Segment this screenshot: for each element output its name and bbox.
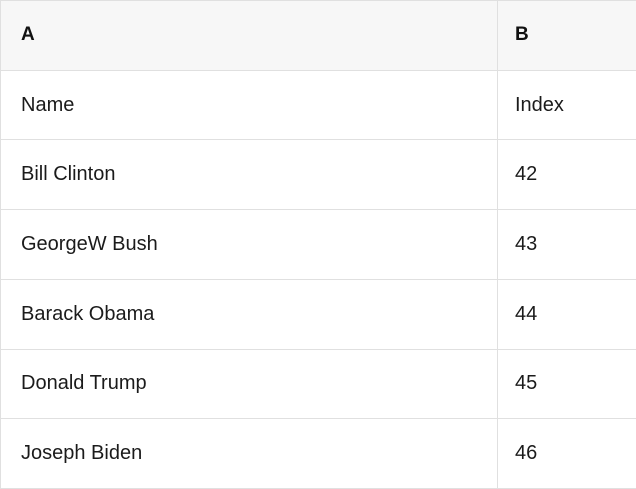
cell-column-a[interactable]: Donald Trump [1, 349, 498, 419]
table-row: Donald Trump 45 [1, 349, 636, 420]
cell-column-a[interactable]: Barack Obama [1, 279, 498, 349]
table-row: GeorgeW Bush 43 [1, 210, 636, 280]
cell-column-a[interactable]: GeorgeW Bush [1, 210, 498, 279]
cell-column-b[interactable]: 43 [515, 233, 538, 256]
cell-column-a[interactable]: Joseph Biden [1, 419, 498, 489]
cell-column-a[interactable]: Name [1, 70, 498, 140]
column-header-b[interactable]: B [515, 24, 529, 46]
column-header-row: A B [1, 1, 636, 71]
table-body: Name Index Bill Clinton 42 GeorgeW Bush 43 Bar… [1, 70, 636, 489]
cell-column-b[interactable]: 42 [515, 163, 538, 186]
table-row: Bill Clinton 42 [1, 140, 636, 211]
cell-column-a[interactable]: Bill Clinton [1, 140, 498, 210]
cell-column-b[interactable]: Index [515, 93, 564, 116]
column-header-a[interactable]: A [1, 1, 498, 70]
table-row: Joseph Biden 46 [1, 419, 636, 489]
table-row: Barack Obama 44 [1, 279, 636, 350]
cell-column-b[interactable]: 46 [515, 442, 538, 465]
cell-column-b[interactable]: 44 [515, 302, 538, 325]
cell-column-b[interactable]: 45 [515, 372, 538, 395]
table-row: Name Index [1, 70, 636, 141]
